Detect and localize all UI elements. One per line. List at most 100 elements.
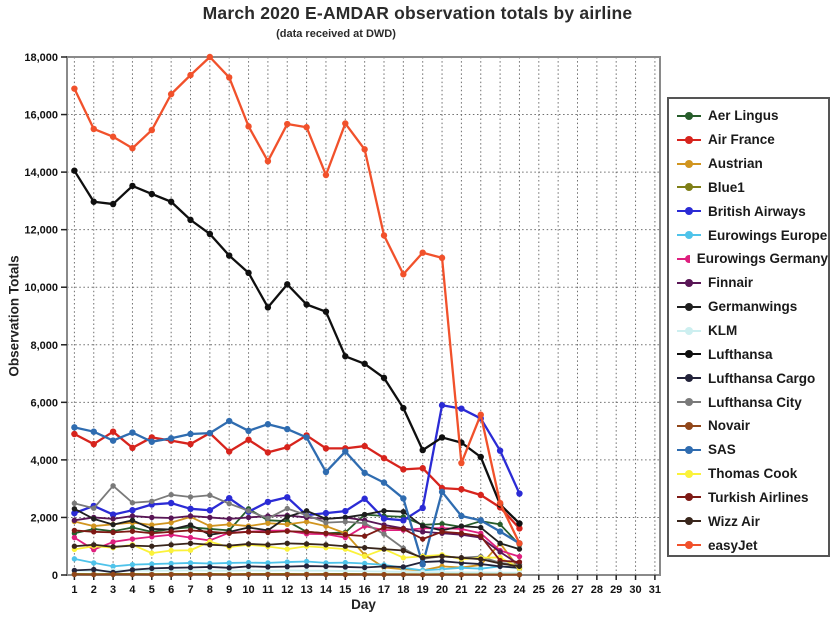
data-point [361,533,368,539]
data-point [265,529,271,536]
data-point [516,546,523,552]
data-point [110,529,116,536]
x-tick-label: 24 [513,584,526,596]
legend-marker-icon [677,350,701,359]
series-line-austrian [73,515,521,572]
legend-item-finnair: Finnair [677,271,828,295]
data-point [226,252,233,259]
data-point [226,530,232,536]
data-point [91,523,97,529]
data-point [438,488,446,496]
series-line-germanwings [73,507,521,550]
data-point [207,542,213,548]
data-point [342,448,349,455]
data-point [187,564,194,571]
data-point [187,494,194,500]
data-point [284,563,290,570]
legend-item-label: Air France [708,132,775,148]
data-point [207,529,213,535]
data-point [419,561,426,568]
data-point [477,517,484,524]
data-point [168,571,174,578]
data-point [71,167,78,174]
data-point [477,411,484,418]
data-point [303,567,310,574]
data-point [91,516,97,522]
data-point [303,301,310,308]
data-point [149,526,155,532]
data-point [342,532,348,538]
data-point [478,561,484,567]
data-point [458,572,465,578]
data-point [167,90,175,98]
data-point [323,530,329,536]
x-tick-label: 13 [300,584,312,596]
data-point [207,571,213,578]
data-point [516,525,523,532]
x-tick-label: 4 [129,584,136,596]
data-point [129,517,136,524]
data-point [381,508,387,514]
series-line-turkish-airlines [73,526,521,563]
data-point [91,560,97,566]
data-point [516,490,523,497]
data-point [168,542,174,548]
data-point [187,571,194,578]
data-point [439,558,445,564]
data-point [245,269,252,277]
legend-item-label: Eurowings Germany [696,251,828,267]
x-tick-label: 17 [378,584,390,596]
x-tick-label: 2 [91,584,97,596]
data-point [90,125,97,133]
data-point [71,527,78,534]
legend-item-label: Eurowings Europe [708,227,828,243]
data-point [265,520,271,526]
data-point [245,123,252,130]
data-point [71,571,78,578]
data-point [207,492,213,498]
data-point [148,190,155,198]
data-point [187,540,194,547]
data-point [361,146,368,153]
data-point [71,430,78,438]
data-point [148,126,155,134]
legend-marker-icon [677,278,701,287]
data-point [361,520,368,526]
data-point [71,506,78,512]
x-tick-label: 26 [552,584,564,596]
x-tick-label: 3 [110,584,116,596]
data-point [361,442,368,450]
data-point [91,542,97,548]
data-point [439,529,445,535]
data-point [284,521,290,528]
data-point [71,567,78,574]
y-tick-label: 2,000 [30,512,58,524]
x-tick-label: 10 [242,584,254,596]
data-point [400,517,407,524]
data-point [265,567,271,574]
data-point [109,511,117,518]
data-point [207,523,213,529]
data-point [478,533,484,539]
data-point [477,491,484,499]
legend-marker-icon [677,183,701,192]
data-point [245,567,252,574]
data-point [109,437,117,444]
x-tick-label: 8 [207,584,213,596]
data-point [303,508,310,514]
legend-item-label: Lufthansa City [708,394,802,410]
data-point [439,553,445,559]
data-point [226,560,232,566]
data-point [342,507,349,515]
data-point [187,430,194,438]
series-line-lufthansa-cargo [73,560,521,574]
legend-marker-icon [677,517,701,526]
data-point [496,528,504,535]
data-point [206,429,214,437]
data-point [90,440,97,448]
legend-item-label: Wizz Air [708,513,760,529]
legend-item-thomas-cook: Thomas Cook [677,462,828,486]
series-line-british-airways [73,404,521,522]
y-tick-label: 12,000 [24,225,58,237]
gridlines [67,56,660,575]
